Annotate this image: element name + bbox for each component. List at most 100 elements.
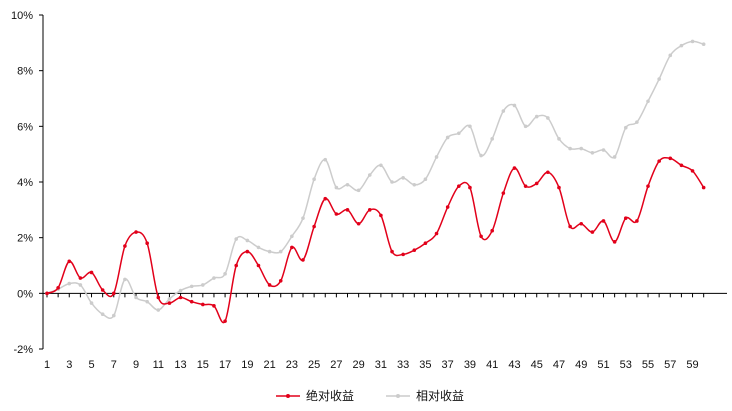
data-point	[167, 301, 172, 305]
data-point	[167, 297, 172, 301]
legend-swatch-marker	[286, 394, 290, 398]
data-point	[234, 263, 239, 268]
data-point	[679, 163, 684, 168]
legend: 绝对收益 相对收益	[276, 388, 464, 403]
x-tick-label: 11	[153, 359, 164, 371]
data-point	[201, 302, 205, 307]
series-absolute-return	[45, 156, 706, 324]
data-point	[512, 166, 517, 170]
data-point	[635, 219, 639, 223]
x-tick-label: 7	[111, 359, 117, 371]
data-point	[267, 249, 272, 254]
data-point	[434, 231, 439, 236]
data-point	[345, 208, 350, 212]
data-point	[657, 77, 661, 81]
x-tick-label: 47	[553, 359, 565, 371]
data-point	[546, 116, 550, 120]
x-tick-label: 29	[353, 359, 365, 371]
data-point	[301, 258, 305, 262]
data-point	[445, 205, 450, 209]
data-point	[156, 295, 161, 300]
data-point	[212, 276, 216, 280]
data-point	[189, 299, 194, 304]
y-tick-label: 0%	[17, 288, 33, 300]
data-point	[245, 249, 250, 254]
data-point	[323, 157, 328, 162]
data-point	[457, 131, 461, 136]
data-point	[468, 124, 472, 129]
x-tick-label: 21	[263, 359, 275, 371]
data-point	[111, 291, 116, 296]
data-point	[323, 196, 328, 201]
data-point	[523, 124, 528, 129]
data-point	[334, 185, 339, 190]
x-tick-label: 37	[442, 359, 454, 371]
data-point	[78, 283, 83, 287]
data-point	[490, 228, 495, 233]
data-point	[612, 155, 617, 159]
data-point	[379, 213, 383, 218]
x-tick-label: 55	[642, 359, 654, 371]
data-point	[646, 99, 650, 104]
x-axis-ticks: 1 3 5 7 9 11 13 15 17 19 21 23 25 27 29 31 33 35 37 39 41 43 4…	[44, 293, 705, 371]
data-point	[668, 53, 673, 58]
y-tick-label: 4%	[17, 177, 33, 189]
data-point	[423, 241, 428, 246]
data-point	[278, 249, 283, 254]
x-tick-label: 31	[375, 359, 387, 371]
data-point	[523, 184, 528, 188]
data-point	[256, 245, 261, 250]
legend-label: 绝对收益	[306, 388, 354, 403]
data-point	[367, 208, 372, 212]
data-point	[657, 159, 661, 163]
data-point	[501, 109, 506, 113]
y-tick-label: -2%	[13, 344, 33, 356]
data-point	[145, 299, 149, 304]
data-point	[256, 263, 261, 268]
data-point	[145, 241, 149, 246]
data-point	[412, 248, 417, 252]
data-point	[356, 221, 361, 226]
data-point	[445, 135, 450, 140]
data-point	[178, 295, 183, 300]
data-point	[668, 156, 673, 161]
data-point	[334, 212, 339, 216]
data-point	[401, 176, 405, 180]
series-relative-return	[45, 39, 706, 320]
data-point	[579, 221, 584, 226]
data-point	[568, 146, 572, 151]
data-point	[479, 153, 483, 158]
data-point	[701, 185, 706, 190]
data-point	[590, 230, 595, 234]
data-point	[345, 182, 350, 187]
data-point	[89, 301, 94, 305]
data-point	[134, 295, 138, 300]
data-point	[56, 285, 60, 290]
x-tick-label: 1	[44, 359, 50, 371]
x-tick-label: 41	[486, 359, 498, 371]
data-point	[189, 284, 194, 289]
data-point	[701, 42, 706, 47]
data-point	[557, 137, 561, 141]
x-tick-label: 19	[241, 359, 253, 371]
y-tick-label: 2%	[17, 233, 33, 245]
legend-label: 相对收益	[416, 389, 464, 403]
y-tick-label: 6%	[17, 121, 33, 133]
data-point	[557, 185, 561, 190]
data-point	[123, 277, 127, 282]
data-point	[212, 304, 216, 308]
x-tick-label: 5	[88, 359, 94, 371]
data-point	[534, 181, 539, 186]
data-point	[100, 312, 105, 317]
data-point	[534, 114, 539, 119]
data-point	[623, 125, 628, 130]
data-point	[312, 224, 316, 229]
legend-item-absolute-return: 绝对收益	[276, 388, 354, 403]
legend-item-relative-return: 相对收益	[386, 389, 464, 403]
data-point	[134, 230, 138, 234]
data-point	[501, 191, 506, 195]
data-point	[490, 137, 495, 141]
x-tick-label: 51	[597, 359, 609, 371]
data-point	[89, 270, 94, 275]
data-point	[434, 155, 439, 159]
